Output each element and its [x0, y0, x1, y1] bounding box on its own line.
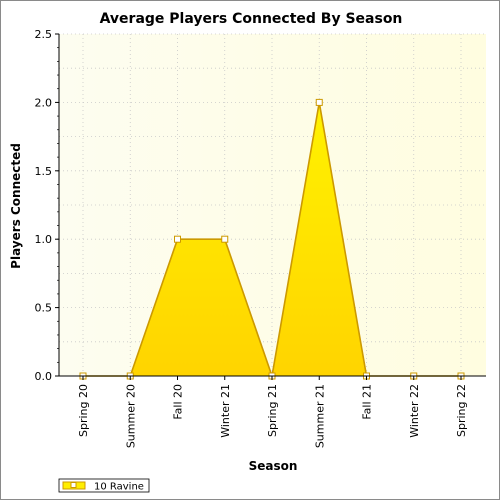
x-tick-label: Summer 20	[124, 384, 137, 448]
legend-label: 10 Ravine	[94, 482, 144, 493]
legend-marker	[70, 482, 77, 488]
y-tick-label: 1.0	[35, 233, 53, 246]
y-tick-label: 2.5	[35, 28, 53, 41]
y-tick-label: 1.5	[35, 165, 53, 178]
y-tick-label: 2.0	[35, 96, 53, 109]
x-tick-label: Spring 20	[77, 384, 90, 437]
x-axis-ticks: Spring 20 Summer 20 Fall 20 Winter 21 Spring…	[77, 376, 468, 448]
series-area-fill	[83, 102, 461, 377]
y-tick-label: 0.0	[35, 370, 53, 383]
x-tick-label: Fall 21	[361, 384, 374, 420]
x-tick-label: Spring 22	[455, 384, 468, 437]
y-tick-label: 0.5	[35, 302, 53, 315]
x-tick-label: Summer 21	[313, 384, 326, 448]
x-tick-label: Fall 20	[172, 384, 185, 420]
y-axis-title: Players Connected	[9, 143, 23, 269]
x-axis-title: Season	[249, 459, 298, 473]
y-axis-ticks: 0.0 0.5 1.0 1.5 2.0 2.5	[35, 28, 59, 383]
data-point	[221, 235, 229, 243]
data-point	[174, 235, 181, 243]
chart-title: Average Players Connected By Season	[100, 11, 403, 27]
x-tick-label: Winter 21	[219, 384, 232, 438]
data-point	[315, 98, 323, 106]
x-tick-label: Winter 22	[408, 384, 421, 438]
x-tick-label: Spring 21	[266, 384, 279, 437]
legend: 10 Ravine	[58, 478, 150, 493]
